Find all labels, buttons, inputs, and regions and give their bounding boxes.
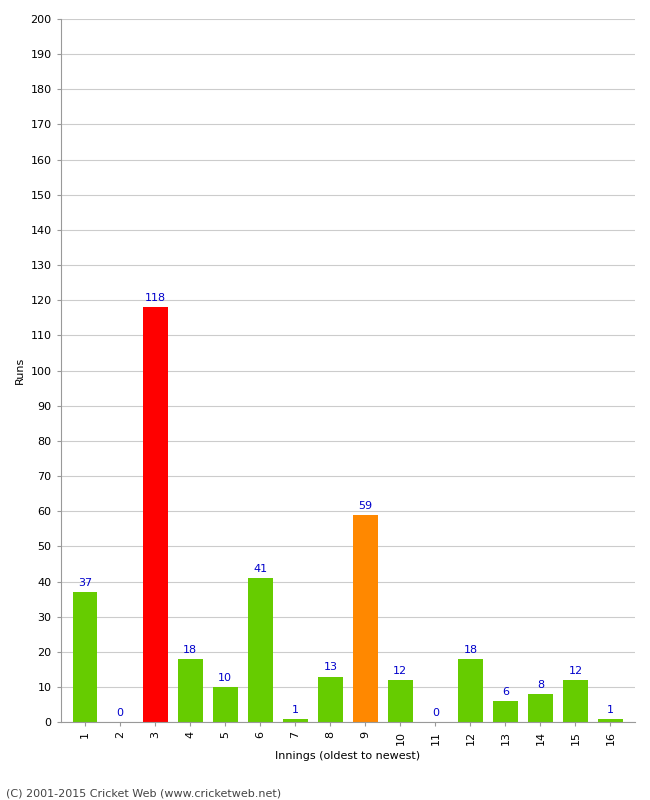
- Bar: [563, 680, 588, 722]
- Text: 0: 0: [432, 708, 439, 718]
- Text: 59: 59: [358, 501, 372, 510]
- Text: 1: 1: [292, 705, 299, 714]
- Text: 13: 13: [323, 662, 337, 672]
- Text: (C) 2001-2015 Cricket Web (www.cricketweb.net): (C) 2001-2015 Cricket Web (www.cricketwe…: [6, 788, 281, 798]
- Bar: [143, 307, 168, 722]
- Bar: [388, 680, 413, 722]
- Text: 18: 18: [183, 645, 198, 654]
- Text: 12: 12: [568, 666, 582, 676]
- Bar: [493, 701, 517, 722]
- Text: 37: 37: [78, 578, 92, 588]
- Text: 10: 10: [218, 673, 232, 683]
- Text: 6: 6: [502, 687, 509, 697]
- Bar: [353, 515, 378, 722]
- Text: 8: 8: [537, 680, 544, 690]
- Bar: [458, 659, 483, 722]
- Bar: [528, 694, 552, 722]
- Y-axis label: Runs: Runs: [15, 357, 25, 384]
- Bar: [283, 718, 307, 722]
- Text: 41: 41: [254, 564, 267, 574]
- Text: 0: 0: [117, 708, 124, 718]
- Text: 18: 18: [463, 645, 478, 654]
- Bar: [213, 687, 237, 722]
- Bar: [73, 592, 98, 722]
- Bar: [248, 578, 272, 722]
- Text: 12: 12: [393, 666, 408, 676]
- X-axis label: Innings (oldest to newest): Innings (oldest to newest): [276, 751, 421, 761]
- Text: 1: 1: [607, 705, 614, 714]
- Bar: [178, 659, 203, 722]
- Bar: [318, 677, 343, 722]
- Bar: [598, 718, 623, 722]
- Text: 118: 118: [145, 293, 166, 303]
